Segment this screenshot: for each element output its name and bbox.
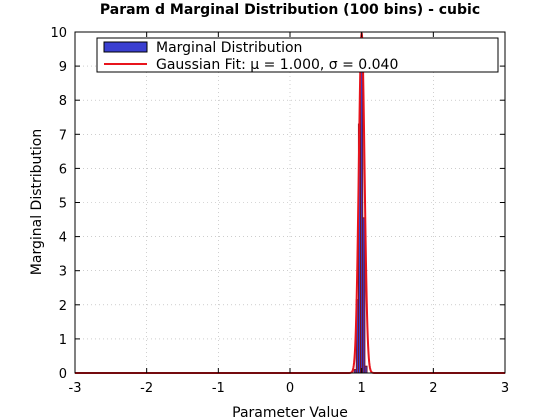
- legend-label-fit: Gaussian Fit: μ = 1.000, σ = 0.040: [156, 57, 398, 73]
- grid: [75, 32, 505, 373]
- x-tick-label: -3: [69, 381, 82, 396]
- y-tick-label: 9: [59, 60, 67, 75]
- legend: Marginal Distribution Gaussian Fit: μ = …: [96, 37, 499, 73]
- y-tick-label: 6: [59, 162, 67, 177]
- y-tick-label: 0: [59, 367, 67, 382]
- y-tick-label: 10: [50, 26, 67, 41]
- y-tick-label: 5: [59, 197, 67, 212]
- x-tick-label: 1: [358, 381, 366, 396]
- x-axis-label: Parameter Value: [232, 405, 348, 420]
- x-tick-label: -1: [212, 381, 225, 396]
- axis-ticks: -3 -2 -1 0 1 2 3 0 1 2 3 4 5 6 7 8 9 10: [50, 26, 509, 396]
- y-tick-label: 1: [59, 333, 67, 348]
- histogram-bar: [362, 217, 366, 374]
- y-axis-label: Marginal Distribution: [29, 129, 45, 275]
- legend-label-histogram: Marginal Distribution: [156, 40, 302, 56]
- x-tick-label: 3: [501, 381, 509, 396]
- y-tick-label: 8: [59, 94, 67, 109]
- legend-swatch-histogram: [103, 41, 148, 53]
- y-tick-label: 7: [59, 128, 67, 143]
- x-tick-label: -2: [140, 381, 153, 396]
- y-tick-label: 4: [59, 231, 67, 246]
- legend-box: [96, 37, 499, 73]
- x-tick-label: 0: [286, 381, 294, 396]
- y-tick-label: 3: [59, 265, 67, 280]
- x-tick-label: 2: [429, 381, 437, 396]
- y-tick-label: 2: [59, 299, 67, 314]
- histogram-bar: [364, 365, 368, 374]
- chart-title: Param d Marginal Distribution (100 bins)…: [100, 2, 480, 18]
- gaussian-fit-line: [75, 32, 505, 374]
